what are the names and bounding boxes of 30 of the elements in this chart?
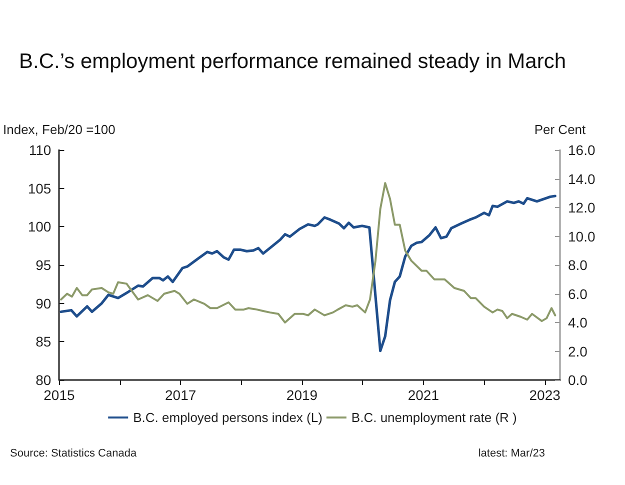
y-tick-label: 110 [28,142,52,158]
y-tick-label: 90 [36,295,52,312]
x-tick-label: 2023 [529,387,561,403]
y2-tick-label: 14.0 [568,170,596,187]
text: latest: Mar/23 [478,448,545,460]
x-tick-label: 2017 [165,387,196,403]
y-axis-title: Index, Feb/20 =100 [2,122,116,137]
y2-tick-label: 6.0 [568,286,588,302]
y2-tick-label: 4.0 [568,314,588,330]
legend-label: B.C. employed persons index (L) [133,410,322,425]
y2-tick-label: 8.0 [568,257,588,273]
x-tick-label: 2019 [286,387,318,403]
y2-tick-label: 12.0 [568,200,596,216]
y2-tick-label: 10.0 [568,228,596,244]
y-tick-label: 80 [36,372,52,388]
chart-title: B.C.’s employment performance remained steady in March [19,50,566,73]
line-series [60,194,556,352]
y2-tick-label: 2.0 [568,343,588,360]
line-series [60,182,556,324]
source-note: Source: Statistics Canada [10,448,138,460]
legend-label: B.C. unemployment rate (R ) [351,410,517,425]
y2-tick-label: 0.0 [568,372,588,388]
y-tick-label: 95 [36,257,52,273]
x-tick-label: 2021 [408,387,440,403]
y-tick-label: 85 [36,334,52,350]
y2-axis-title: Per Cent [534,122,586,137]
y2-tick-label: 16.0 [568,142,596,158]
y-tick-label: 105 [28,180,52,196]
x-tick-label: 2015 [44,387,75,403]
y-tick-label: 100 [28,218,52,235]
